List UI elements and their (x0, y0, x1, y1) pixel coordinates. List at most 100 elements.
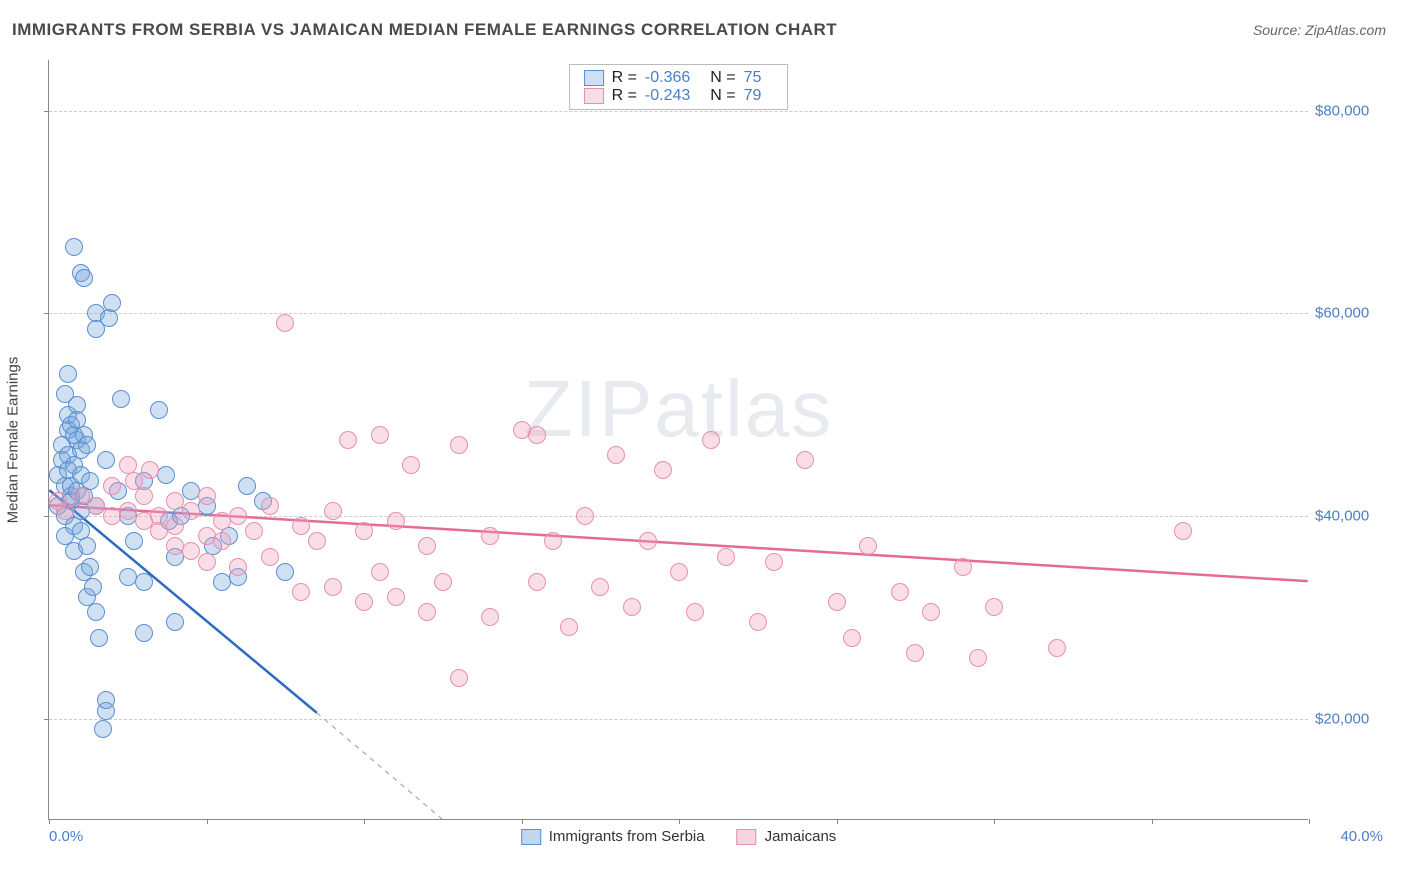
scatter-point-serbia (56, 385, 74, 403)
x-tick-mark (522, 819, 523, 824)
scatter-point-jamaican (702, 431, 720, 449)
scatter-point-jamaican (213, 532, 231, 550)
scatter-point-jamaican (828, 593, 846, 611)
scatter-point-jamaican (182, 502, 200, 520)
scatter-point-serbia (125, 532, 143, 550)
scatter-point-jamaican (1048, 639, 1066, 657)
x-tick-mark (1152, 819, 1153, 824)
legend-item: Immigrants from Serbia (521, 828, 705, 845)
legend-label: Jamaicans (765, 828, 837, 845)
scatter-point-serbia (112, 390, 130, 408)
y-tick-mark (44, 719, 49, 720)
x-tick-mark (1309, 819, 1310, 824)
stats-legend-box: R =-0.366N =75R =-0.243N =79 (569, 64, 789, 110)
scatter-point-jamaican (859, 537, 877, 555)
scatter-point-jamaican (56, 502, 74, 520)
x-tick-mark (49, 819, 50, 824)
scatter-point-jamaican (308, 532, 326, 550)
stat-r-label: R = (612, 87, 637, 105)
stats-row: R =-0.243N =79 (584, 87, 774, 105)
chart-title: IMMIGRANTS FROM SERBIA VS JAMAICAN MEDIA… (12, 20, 837, 40)
scatter-point-jamaican (135, 487, 153, 505)
scatter-point-jamaican (450, 669, 468, 687)
scatter-point-serbia (97, 451, 115, 469)
scatter-point-jamaican (261, 548, 279, 566)
scatter-point-jamaican (418, 603, 436, 621)
scatter-point-jamaican (292, 517, 310, 535)
scatter-point-jamaican (670, 563, 688, 581)
scatter-point-jamaican (324, 502, 342, 520)
scatter-point-serbia (97, 691, 115, 709)
scatter-point-jamaican (402, 456, 420, 474)
x-axis-min-label: 0.0% (49, 828, 83, 845)
scatter-point-jamaican (261, 497, 279, 515)
scatter-point-jamaican (166, 517, 184, 535)
stat-r-value: -0.243 (645, 87, 690, 105)
scatter-point-jamaican (481, 527, 499, 545)
scatter-point-jamaican (276, 314, 294, 332)
scatter-point-serbia (75, 269, 93, 287)
scatter-point-jamaican (434, 573, 452, 591)
watermark: ZIPatlas (524, 363, 833, 455)
scatter-point-jamaican (576, 507, 594, 525)
scatter-point-serbia (78, 436, 96, 454)
x-tick-mark (207, 819, 208, 824)
scatter-point-jamaican (292, 583, 310, 601)
scatter-point-jamaican (954, 558, 972, 576)
scatter-point-jamaican (198, 553, 216, 571)
stat-n-value: 75 (744, 69, 762, 87)
scatter-point-serbia (103, 294, 121, 312)
y-tick-label: $60,000 (1315, 305, 1390, 322)
scatter-point-jamaican (891, 583, 909, 601)
scatter-point-jamaican (229, 507, 247, 525)
scatter-point-jamaican (528, 573, 546, 591)
y-tick-mark (44, 111, 49, 112)
legend-swatch (584, 70, 604, 86)
scatter-point-jamaican (749, 613, 767, 631)
scatter-point-jamaican (103, 477, 121, 495)
scatter-point-serbia (135, 624, 153, 642)
scatter-point-jamaican (922, 603, 940, 621)
stat-r-label: R = (612, 69, 637, 87)
scatter-point-jamaican (591, 578, 609, 596)
scatter-point-jamaican (607, 446, 625, 464)
x-tick-mark (994, 819, 995, 824)
scatter-point-serbia (157, 466, 175, 484)
scatter-point-serbia (94, 720, 112, 738)
scatter-point-jamaican (450, 436, 468, 454)
source-attribution: Source: ZipAtlas.com (1253, 22, 1386, 38)
scatter-point-serbia (81, 558, 99, 576)
scatter-point-jamaican (560, 618, 578, 636)
scatter-point-jamaican (141, 461, 159, 479)
gridline-h (49, 111, 1308, 112)
stat-n-label: N = (710, 69, 735, 87)
x-axis-max-label: 40.0% (1340, 828, 1383, 845)
scatter-point-jamaican (528, 426, 546, 444)
scatter-point-serbia (276, 563, 294, 581)
gridline-h (49, 313, 1308, 314)
y-tick-label: $80,000 (1315, 102, 1390, 119)
scatter-point-serbia (78, 537, 96, 555)
scatter-point-serbia (84, 578, 102, 596)
legend-swatch (584, 88, 604, 104)
scatter-point-jamaican (371, 426, 389, 444)
scatter-point-serbia (100, 309, 118, 327)
x-tick-mark (679, 819, 680, 824)
regression-lines (49, 60, 1308, 819)
scatter-point-jamaican (324, 578, 342, 596)
plot-area: Median Female Earnings ZIPatlas R =-0.36… (48, 60, 1308, 820)
y-axis-label: Median Female Earnings (5, 356, 22, 523)
scatter-point-jamaican (654, 461, 672, 479)
scatter-point-jamaican (969, 649, 987, 667)
scatter-point-jamaican (639, 532, 657, 550)
scatter-point-jamaican (355, 593, 373, 611)
scatter-point-serbia (135, 573, 153, 591)
scatter-point-jamaican (339, 431, 357, 449)
stats-row: R =-0.366N =75 (584, 69, 774, 87)
legend-swatch (737, 829, 757, 845)
legend-swatch (521, 829, 541, 845)
scatter-point-jamaican (906, 644, 924, 662)
scatter-point-serbia (166, 613, 184, 631)
scatter-point-jamaican (765, 553, 783, 571)
scatter-point-serbia (238, 477, 256, 495)
